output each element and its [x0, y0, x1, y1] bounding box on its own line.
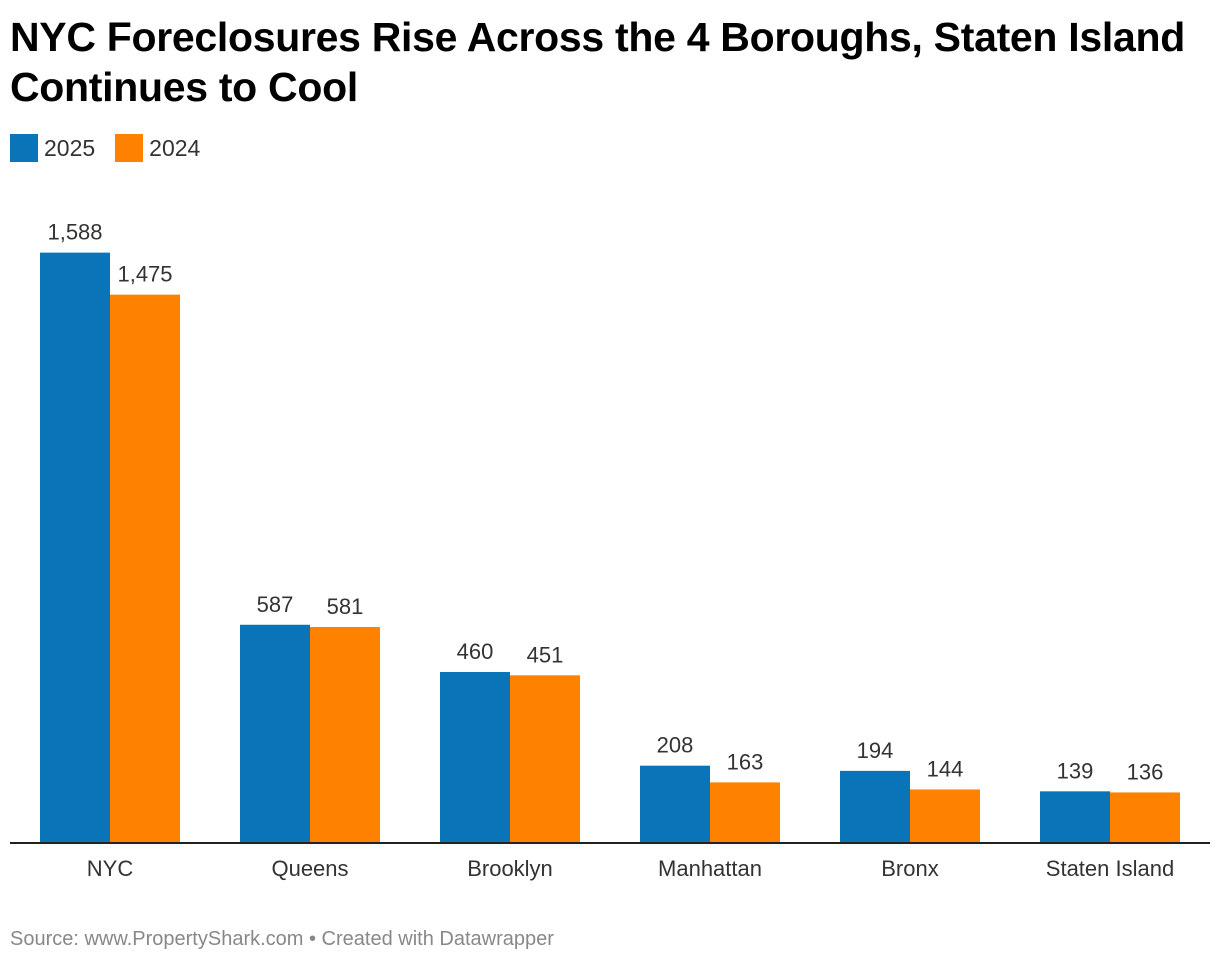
- bar-brooklyn-2024: [510, 675, 580, 843]
- value-label-queens-2024: 581: [327, 594, 364, 619]
- value-label-bronx-2024: 144: [927, 756, 964, 781]
- bar-nyc-2025: [40, 252, 110, 844]
- x-tick-label-nyc: NYC: [87, 856, 134, 881]
- chart-title: NYC Foreclosures Rise Across the 4 Borou…: [10, 14, 1185, 110]
- value-label-manhattan-2025: 208: [657, 733, 694, 758]
- value-label-bronx-2025: 194: [857, 738, 894, 763]
- legend-label-2024: 2024: [149, 134, 201, 161]
- value-label-manhattan-2024: 163: [727, 749, 764, 774]
- bar-queens-2025: [240, 624, 310, 843]
- source-note: Source: www.PropertyShark.com • Created …: [10, 928, 554, 950]
- bar-staten-island-2025: [1040, 791, 1110, 843]
- value-label-nyc-2024: 1,475: [117, 262, 172, 287]
- value-label-brooklyn-2024: 451: [527, 642, 564, 667]
- legend-label-2025: 2025: [44, 134, 96, 161]
- x-tick-label-bronx: Bronx: [881, 856, 938, 881]
- value-label-staten-island-2025: 139: [1057, 758, 1094, 783]
- value-label-nyc-2025: 1,588: [47, 220, 102, 245]
- bar-queens-2024: [310, 627, 380, 843]
- legend-swatch-2024: [115, 134, 144, 162]
- value-label-staten-island-2024: 136: [1127, 759, 1164, 784]
- bar-manhattan-2025: [640, 765, 710, 843]
- chart-legend: 2025 2024: [10, 133, 220, 163]
- bar-brooklyn-2025: [440, 671, 510, 843]
- bar-bronx-2025: [840, 770, 910, 843]
- x-tick-label-staten-island: Staten Island: [1046, 856, 1174, 881]
- legend-swatch-2025: [10, 134, 38, 162]
- x-tick-label-queens: Queens: [271, 856, 348, 881]
- bar-staten-island-2024: [1110, 792, 1180, 843]
- legend-item-2024: 2024: [115, 134, 200, 162]
- bar-nyc-2024: [110, 294, 180, 843]
- value-label-brooklyn-2025: 460: [457, 639, 494, 664]
- x-tick-label-manhattan: Manhattan: [658, 856, 762, 881]
- bar-bronx-2024: [910, 789, 980, 843]
- x-tick-label-brooklyn: Brooklyn: [467, 856, 553, 881]
- bar-manhattan-2024: [710, 782, 780, 843]
- legend-item-2025: 2025: [10, 134, 95, 162]
- value-label-queens-2025: 587: [257, 592, 294, 617]
